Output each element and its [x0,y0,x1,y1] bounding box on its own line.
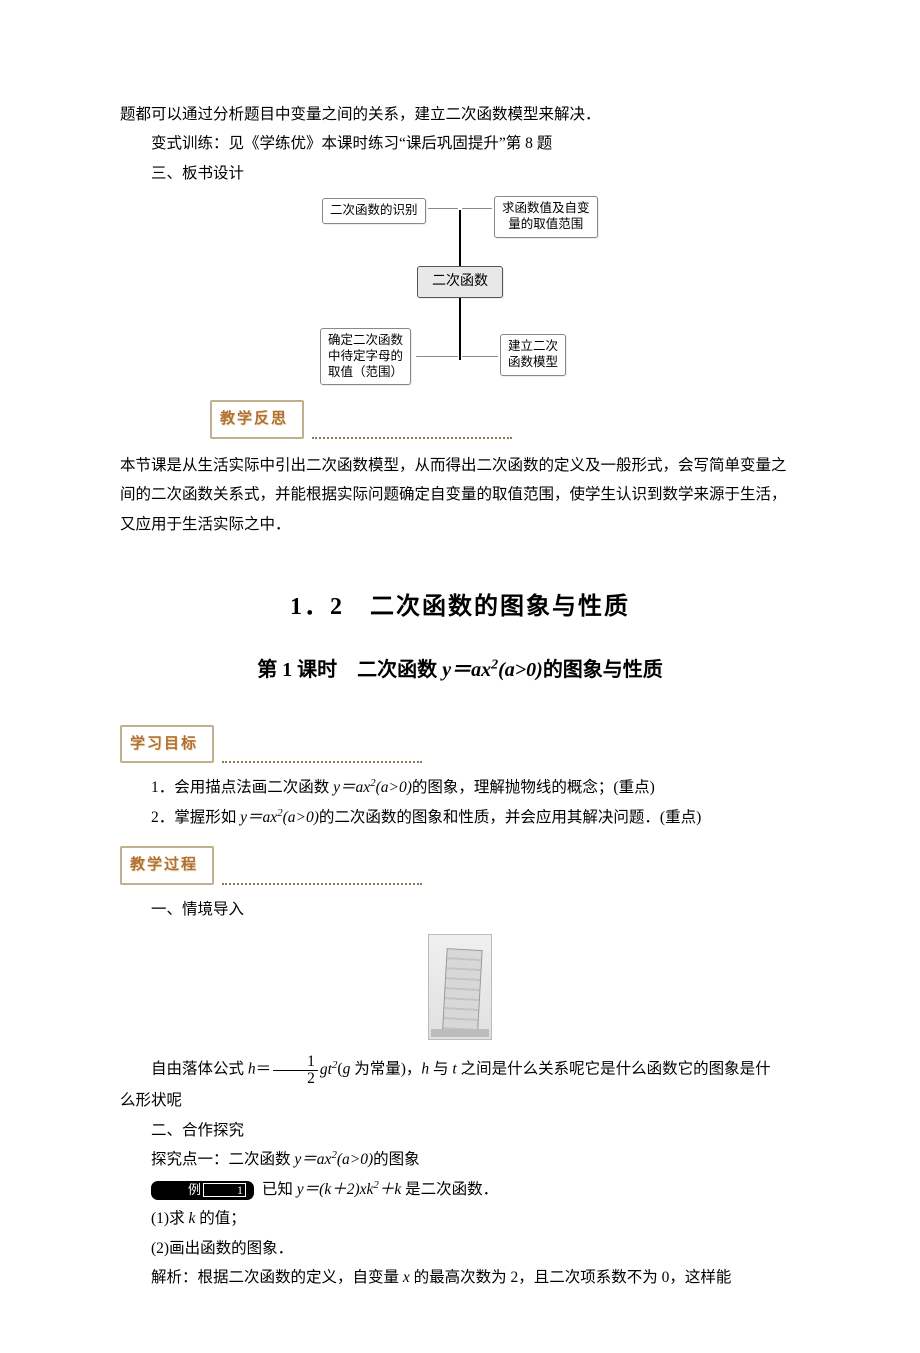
ff-gt2: gt2 [320,1061,337,1078]
goal-item-2: 2．掌握形如 y＝ax2(a>0)的二次函数的图象和性质，并会应用其解决问题．(… [120,803,800,833]
intro-line2: 变式训练：见《学练优》本课时练习“课后巩固提升”第 8 题 [120,129,800,158]
freefall-line: 自由落体公式 h＝12gt2(g 为常量)，h 与 t 之间是什么关系呢它是什么… [120,1054,800,1086]
ff-eq: ＝ [256,1061,272,1078]
an-mid: 的最高次数为 2，且二次项系数不为 0，这样能 [410,1269,732,1286]
ex-label-text: 例 [188,1182,201,1197]
concept-diagram: 二次函数的识别 求函数值及自变 量的取值范围 二次函数 确定二次函数 中待定字母… [120,196,800,386]
analysis: 解析：根据二次函数的定义，自变量 x 的最高次数为 2，且二次项系数不为 0，这… [120,1263,800,1292]
goal-item-1: 1．会用描点法画二次函数 y＝ax2(a>0)的图象，理解抛物线的概念；(重点) [120,773,800,803]
lesson-title-prefix: 第 1 课时 二次函数 [257,659,442,681]
diag-box-top-left: 二次函数的识别 [322,198,426,224]
reflect-dots [312,426,512,439]
process-sub1: 一、情境导入 [120,895,800,924]
diag-box-center: 二次函数 [417,266,503,298]
ff-h: h [248,1061,256,1078]
an-pre: 解析：根据二次函数的定义，自变量 [151,1269,403,1286]
an-x: x [403,1269,410,1286]
lesson-title-math: y＝ax2(a>0) [442,659,543,681]
tower-base [431,1029,489,1037]
intro-line3: 三、板书设计 [120,159,800,188]
tower-image [120,934,800,1040]
ff-h2: h [421,1061,429,1078]
intro-line1: 题都可以通过分析题目中变量之间的关系，建立二次函数模型来解决． [120,100,800,129]
tower-body [442,948,483,1034]
freefall-cont: 么形状呢 [120,1086,800,1115]
ex1-post: 是二次函数． [401,1181,498,1198]
ff-p1: ， [406,1061,422,1078]
process-dots [222,872,422,885]
ff-p3: 之间是什么关系呢它是什么函数它的图象是什 [457,1061,771,1078]
goal2-math: y＝ax2(a>0) [240,809,319,826]
process-sub2: 二、合作探究 [120,1116,800,1145]
goals-label-row: 学习目标 [120,725,800,764]
explore-point: 探究点一：二次函数 y＝ax2(a>0)的图象 [120,1145,800,1175]
exp-post: 的图象 [373,1151,420,1168]
goals-dots [222,750,422,763]
ff-pre: 自由落体公式 [151,1061,248,1078]
process-label: 教学过程 [120,846,214,885]
section-title: 1．2 二次函数的图象与性质 [120,585,800,631]
question-2: (2)画出函数的图象． [120,1234,800,1263]
example-1: 例1 已知 y＝(k＋2)xk2＋k 是二次函数． [120,1175,800,1205]
goal2-pre: 2．掌握形如 [151,809,240,826]
ff-p2: 与 [429,1061,452,1078]
q1-pre: (1)求 [151,1210,188,1227]
q1-post: 的值； [195,1210,245,1227]
ex1-pre: 已知 [258,1181,297,1198]
conn-bl [416,356,458,357]
ex-label-num: 1 [203,1183,246,1197]
conn-tl [428,208,458,209]
reflect-label-row: 教学反思 [210,400,800,439]
lesson-title: 第 1 课时 二次函数 y＝ax2(a>0)的图象与性质 [120,651,800,689]
example-label: 例1 [151,1181,254,1200]
ff-frac: 12 [273,1054,318,1086]
ff-frac-n: 1 [273,1054,318,1071]
goal1-pre: 1．会用描点法画二次函数 [151,779,333,796]
reflect-label: 教学反思 [210,400,304,439]
goal2-post: 的二次函数的图象和性质，并会应用其解决问题．(重点) [319,809,701,826]
goal1-math: y＝ax2(a>0) [333,779,412,796]
reflect-text: 本节课是从生活实际中引出二次函数模型，从而得出二次函数的定义及一般形式，会写简单… [120,451,800,539]
exp-math: y＝ax2(a>0) [294,1151,373,1168]
ex1-math: y＝(k＋2)xk2＋k [297,1181,401,1198]
goal1-post: 的图象，理解抛物线的概念；(重点) [412,779,655,796]
exp-pre: 探究点一：二次函数 [151,1151,294,1168]
ff-frac-d: 2 [273,1071,318,1087]
diag-box-top-right: 求函数值及自变 量的取值范围 [494,196,598,237]
question-1: (1)求 k 的值； [120,1204,800,1233]
diag-box-bottom-right: 建立二次 函数模型 [500,334,566,375]
lesson-title-suffix: 的图象与性质 [543,659,663,681]
goals-label: 学习目标 [120,725,214,764]
conn-tr [462,208,492,209]
conn-br [462,356,498,357]
process-label-row: 教学过程 [120,846,800,885]
diag-box-bottom-left: 确定二次函数 中待定字母的 取值（范围） [320,328,411,385]
